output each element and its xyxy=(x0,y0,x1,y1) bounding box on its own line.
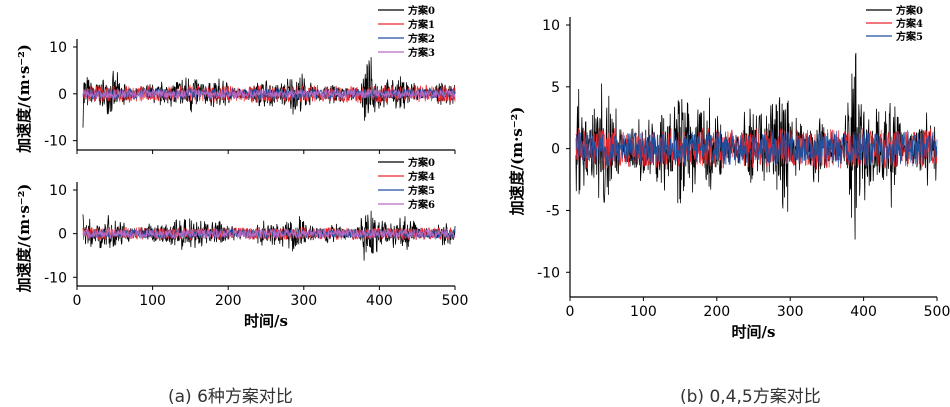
legend-label: 方案5 xyxy=(408,184,435,197)
caption-a: (a) 6种方案对比 xyxy=(168,387,293,407)
x-tick-label: 200 xyxy=(703,304,730,320)
x-tick-label: 0 xyxy=(73,293,82,309)
x-tick-label: 300 xyxy=(777,304,804,320)
x-tick-label: 500 xyxy=(442,293,469,309)
legend-label: 方案3 xyxy=(408,46,435,59)
caption-b: (b) 0,4,5方案对比 xyxy=(680,387,821,407)
legend-label: 方案1 xyxy=(408,18,435,31)
legend-label: 方案0 xyxy=(896,4,923,17)
legend-label: 方案0 xyxy=(408,156,435,169)
legend-label: 方案0 xyxy=(408,4,435,17)
y-tick-label: 10 xyxy=(542,18,560,34)
legend-label: 方案4 xyxy=(408,170,435,183)
x-axis-label: 时间/s xyxy=(244,312,288,330)
y-tick-label: 10 xyxy=(49,183,67,199)
legend-label: 方案6 xyxy=(408,198,435,211)
series-line-方案0 xyxy=(82,210,456,261)
series-line-方案5 xyxy=(575,128,938,168)
y-tick-label: 0 xyxy=(58,87,67,103)
y-tick-label: -10 xyxy=(537,265,560,281)
x-tick-label: 400 xyxy=(366,293,393,309)
series-line-方案6 xyxy=(82,228,456,240)
y-tick-label: 10 xyxy=(49,40,67,56)
x-tick-label: 400 xyxy=(850,304,877,320)
y-tick-label: -10 xyxy=(44,270,67,286)
legend-label: 方案5 xyxy=(896,30,923,43)
x-tick-label: 100 xyxy=(139,293,166,309)
x-tick-label: 500 xyxy=(924,304,950,320)
x-axis-label: 时间/s xyxy=(732,323,776,341)
y-tick-label: -10 xyxy=(44,134,67,150)
y-tick-label: 0 xyxy=(551,142,560,158)
x-tick-label: 200 xyxy=(215,293,242,309)
legend-label: 方案4 xyxy=(896,17,923,30)
y-axis-label: 加速度/(m·s⁻²) xyxy=(508,107,526,217)
series-line-方案3 xyxy=(82,88,456,100)
x-tick-label: 300 xyxy=(290,293,317,309)
y-tick-label: 0 xyxy=(58,227,67,243)
y-axis-label: 加速度/(m·s⁻²) xyxy=(15,184,33,294)
series-line-方案0 xyxy=(575,52,938,240)
y-tick-label: 5 xyxy=(551,80,560,96)
x-tick-label: 100 xyxy=(630,304,657,320)
x-tick-label: 0 xyxy=(566,304,575,320)
y-tick-label: -5 xyxy=(546,203,560,219)
y-axis-label: 加速度/(m·s⁻²) xyxy=(15,44,33,154)
legend-label: 方案2 xyxy=(408,32,435,45)
